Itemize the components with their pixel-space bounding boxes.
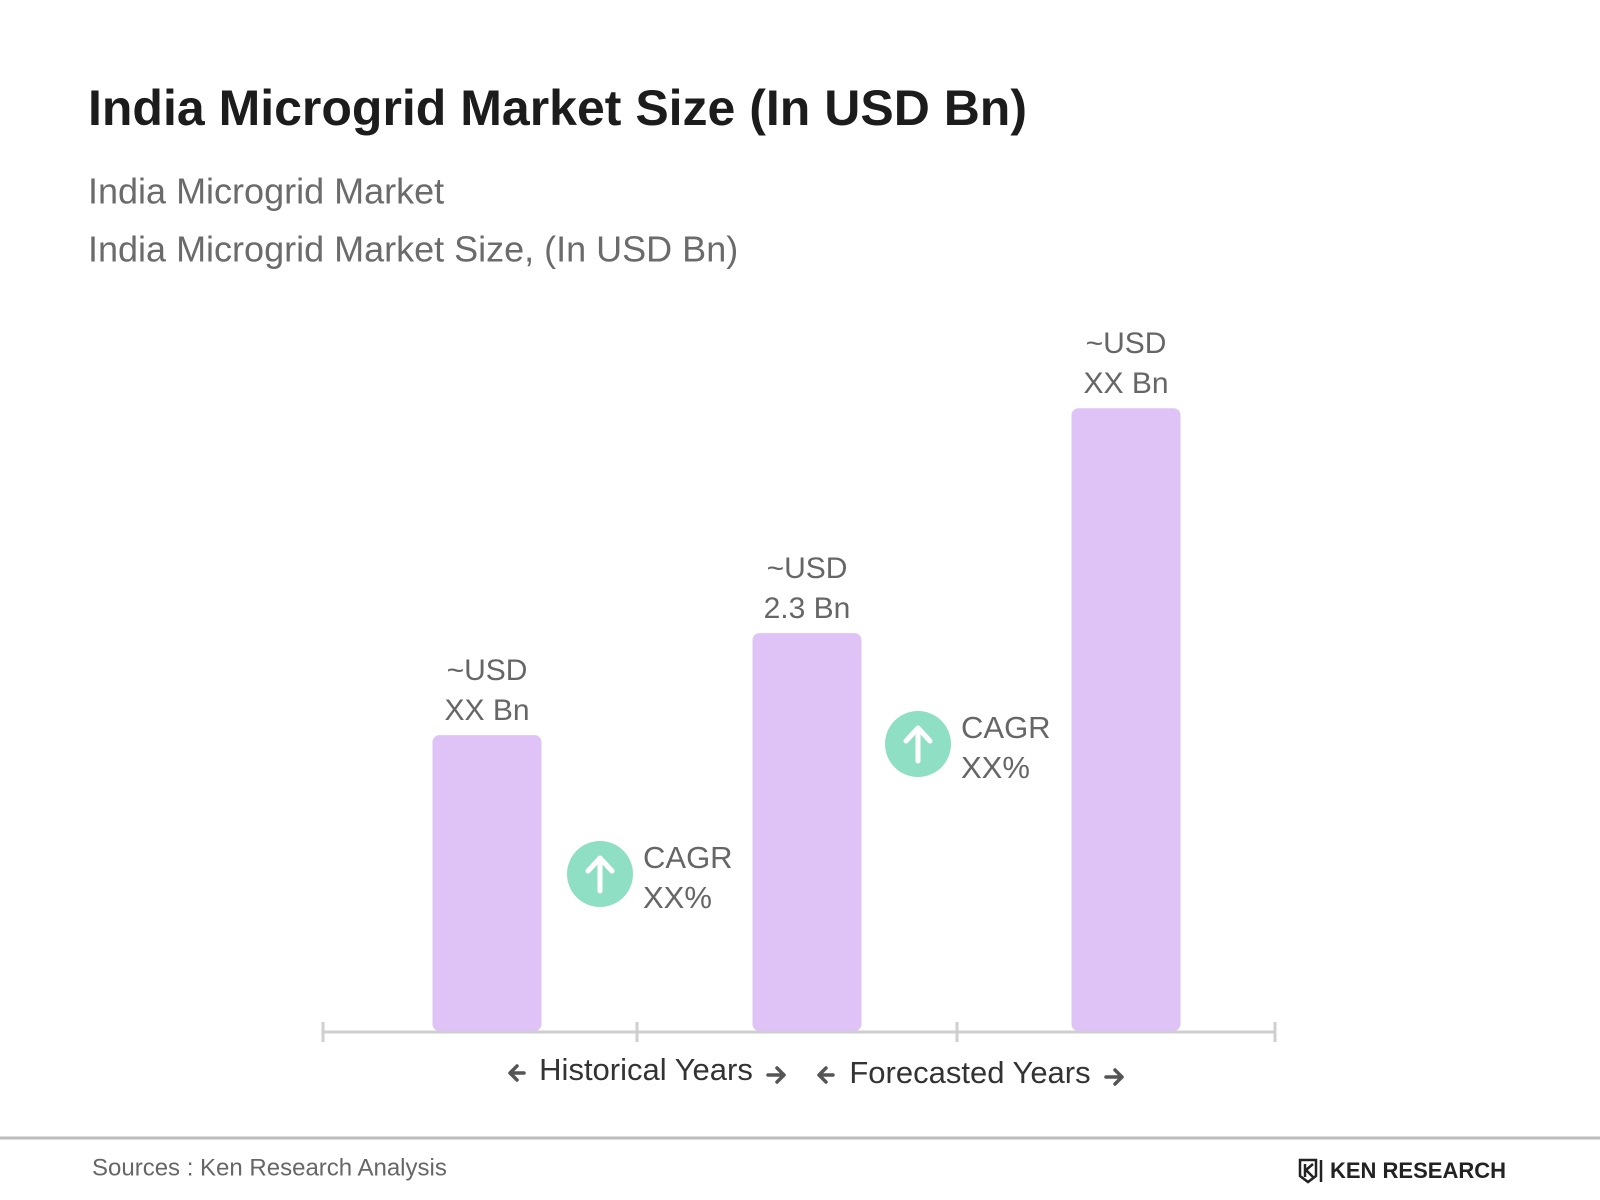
period-arrows — [508, 1064, 1124, 1086]
x-axis — [321, 1022, 1277, 1042]
cagr-value: XX% — [643, 880, 712, 915]
value-label: ~USD — [447, 654, 528, 687]
bar — [752, 633, 862, 1031]
period-label: Historical Years — [539, 1052, 753, 1087]
cagr-arrow — [903, 725, 933, 764]
cagr-arrow — [585, 855, 615, 894]
chart-subtitle: India Microgrid Market Size, (In USD Bn) — [88, 229, 738, 270]
value-label: 2.3 Bn — [764, 592, 851, 625]
period-label: Forecasted Years — [849, 1055, 1090, 1090]
cagr-label: CAGR — [961, 710, 1051, 745]
bar — [1071, 408, 1181, 1031]
bar — [432, 735, 542, 1031]
source: Sources : Ken Research Analysis — [92, 1154, 447, 1181]
chart-subtitle: India Microgrid Market — [88, 171, 444, 212]
value-label: XX Bn — [1083, 367, 1168, 400]
value-label: ~USD — [767, 552, 848, 585]
logo-mark — [1298, 1158, 1323, 1184]
cagr-label: CAGR — [643, 840, 733, 875]
value-label: ~USD — [1086, 327, 1167, 360]
chart-title: India Microgrid Market Size (In USD Bn) — [88, 80, 1027, 136]
cagr-value: XX% — [961, 750, 1030, 785]
value-label: XX Bn — [444, 694, 529, 727]
logo: KEN RESEARCH — [1330, 1158, 1506, 1183]
